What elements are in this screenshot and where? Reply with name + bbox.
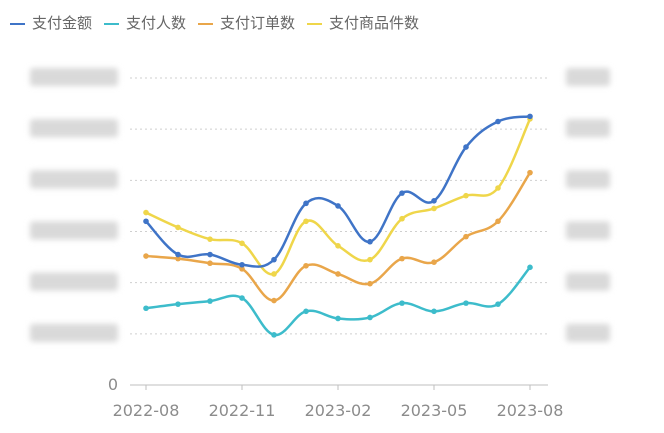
- data-point: [207, 251, 213, 258]
- legend-label: 支付人数: [126, 14, 187, 32]
- data-point: [143, 253, 149, 259]
- data-point: [271, 256, 277, 263]
- legend-item-pay-items[interactable]: 支付商品件数: [307, 12, 419, 33]
- legend-label: 支付金额: [32, 14, 93, 32]
- data-point: [495, 185, 501, 191]
- data-point: [239, 266, 245, 272]
- data-point: [399, 255, 405, 262]
- legend-label: 支付订单数: [220, 14, 296, 32]
- data-point: [239, 295, 245, 301]
- data-point: [143, 218, 149, 225]
- redacted-y-label: [30, 170, 118, 189]
- data-point: [143, 305, 149, 312]
- redacted-y-label: [30, 68, 118, 86]
- redacted-y-label: [30, 323, 118, 342]
- data-point: [367, 238, 373, 245]
- data-point: [303, 308, 309, 315]
- data-point: [239, 240, 245, 247]
- legend-item-pay-users[interactable]: 支付人数: [104, 12, 186, 33]
- data-point: [495, 118, 501, 125]
- data-point: [399, 215, 405, 222]
- data-point: [495, 218, 501, 225]
- redacted-y-label: [30, 119, 118, 138]
- data-point: [463, 300, 469, 306]
- redacted-y-label: [30, 272, 118, 291]
- y-tick-label: 0: [108, 375, 118, 394]
- data-point: [303, 262, 309, 269]
- data-point: [431, 205, 437, 212]
- data-point: [303, 218, 309, 225]
- data-point: [367, 280, 373, 287]
- redacted-y-right-label: [566, 68, 610, 86]
- chart-legend: 支付金额 支付人数 支付订单数 支付商品件数: [10, 12, 431, 33]
- data-point: [143, 209, 149, 216]
- redacted-y-label: [30, 221, 118, 240]
- data-point: [463, 192, 469, 199]
- data-point: [207, 260, 213, 267]
- x-tick-label: 2023-02: [305, 401, 372, 420]
- data-point: [271, 297, 277, 304]
- legend-item-pay-orders[interactable]: 支付订单数: [198, 12, 295, 33]
- data-point: [463, 233, 469, 240]
- data-point: [431, 198, 437, 204]
- series-lines: [145, 115, 532, 337]
- data-point: [495, 301, 501, 307]
- legend-swatch-icon: [104, 22, 120, 25]
- data-point: [175, 224, 181, 231]
- data-point: [335, 271, 341, 277]
- data-point: [367, 314, 373, 321]
- data-point: [335, 243, 341, 249]
- redacted-y-right-label: [566, 170, 610, 189]
- data-point: [335, 203, 341, 209]
- data-point: [175, 301, 181, 307]
- data-point: [431, 308, 437, 315]
- x-tick-label: 2022-11: [209, 401, 276, 420]
- series-points: [143, 113, 533, 338]
- data-point: [175, 251, 181, 258]
- x-tick-label: 2023-05: [401, 401, 468, 420]
- tick-labels: 2022-08 2022-11 2023-02 2023-05 2023-08 0: [108, 375, 564, 420]
- series-line: [145, 118, 532, 276]
- data-point: [527, 113, 533, 120]
- data-point: [207, 298, 213, 304]
- legend-swatch-icon: [307, 22, 323, 25]
- x-tick-label: 2023-08: [497, 401, 564, 420]
- data-point: [527, 264, 533, 271]
- redacted-y-right-label: [566, 221, 610, 240]
- data-point: [335, 315, 341, 322]
- data-point: [271, 332, 277, 338]
- data-point: [431, 259, 437, 266]
- data-point: [463, 144, 469, 150]
- data-point: [399, 190, 405, 196]
- legend-label: 支付商品件数: [329, 14, 420, 32]
- data-point: [399, 300, 405, 306]
- redacted-y-right-label: [566, 119, 610, 138]
- legend-swatch-icon: [10, 22, 25, 25]
- series-line: [145, 266, 531, 337]
- data-point: [207, 236, 213, 242]
- data-point: [367, 256, 373, 263]
- data-point: [303, 200, 309, 207]
- legend-swatch-icon: [198, 22, 214, 25]
- data-point: [527, 169, 533, 176]
- redacted-y-right-label: [566, 323, 610, 342]
- legend-item-pay-amount[interactable]: 支付金额: [10, 12, 92, 33]
- data-point: [175, 255, 181, 262]
- x-tick-label: 2022-08: [113, 401, 180, 420]
- redacted-y-right-label: [566, 272, 610, 291]
- data-point: [271, 271, 277, 277]
- data-point: [239, 261, 245, 268]
- x-axis: [130, 384, 548, 390]
- redacted-axis-labels: [30, 68, 610, 342]
